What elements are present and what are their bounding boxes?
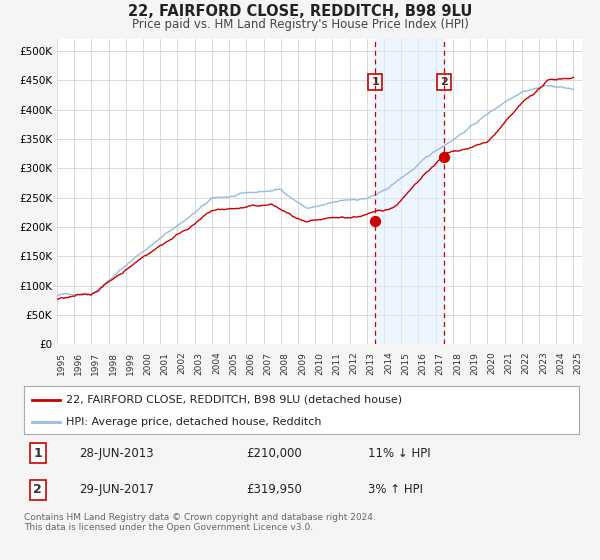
- Text: 2017: 2017: [436, 352, 445, 375]
- Text: 1: 1: [371, 77, 379, 87]
- Text: 1999: 1999: [126, 352, 135, 375]
- Text: 2023: 2023: [539, 352, 548, 375]
- Text: 2009: 2009: [298, 352, 307, 375]
- Text: 2005: 2005: [229, 352, 238, 375]
- Bar: [375, 39, 444, 344]
- Text: 2016: 2016: [418, 352, 427, 375]
- Text: 2022: 2022: [522, 352, 531, 374]
- Text: Contains HM Land Registry data © Crown copyright and database right 2024.: Contains HM Land Registry data © Crown c…: [24, 513, 376, 522]
- Text: 2015: 2015: [401, 352, 410, 375]
- Point: [370, 217, 380, 226]
- Text: 1: 1: [34, 447, 42, 460]
- Text: 2024: 2024: [556, 352, 565, 374]
- Text: 2000: 2000: [143, 352, 152, 375]
- Text: 2004: 2004: [212, 352, 221, 375]
- Text: 1998: 1998: [109, 352, 118, 375]
- Text: 2014: 2014: [384, 352, 393, 375]
- Text: 2025: 2025: [574, 352, 583, 375]
- Text: 2020: 2020: [487, 352, 496, 375]
- Text: 2: 2: [440, 77, 448, 87]
- Text: 2018: 2018: [453, 352, 462, 375]
- Text: 1996: 1996: [74, 352, 83, 375]
- Text: 2013: 2013: [367, 352, 376, 375]
- Text: 22, FAIRFORD CLOSE, REDDITCH, B98 9LU (detached house): 22, FAIRFORD CLOSE, REDDITCH, B98 9LU (d…: [65, 395, 402, 405]
- Text: 2010: 2010: [315, 352, 324, 375]
- Text: 28-JUN-2013: 28-JUN-2013: [79, 447, 154, 460]
- Text: HPI: Average price, detached house, Redditch: HPI: Average price, detached house, Redd…: [65, 417, 321, 427]
- Text: 2021: 2021: [505, 352, 514, 375]
- Point: [439, 152, 449, 161]
- Text: 2008: 2008: [281, 352, 290, 375]
- Text: 2: 2: [34, 483, 42, 496]
- Text: 2011: 2011: [332, 352, 341, 375]
- Text: 2003: 2003: [195, 352, 204, 375]
- Text: 1997: 1997: [91, 352, 100, 375]
- Text: 2002: 2002: [178, 352, 187, 375]
- Text: 11% ↓ HPI: 11% ↓ HPI: [368, 447, 431, 460]
- Text: 2012: 2012: [350, 352, 359, 375]
- Text: 2001: 2001: [160, 352, 169, 375]
- Text: 2006: 2006: [247, 352, 256, 375]
- Text: 2019: 2019: [470, 352, 479, 375]
- Text: £319,950: £319,950: [246, 483, 302, 496]
- Text: 1995: 1995: [57, 352, 66, 375]
- Text: 29-JUN-2017: 29-JUN-2017: [79, 483, 154, 496]
- Text: 22, FAIRFORD CLOSE, REDDITCH, B98 9LU: 22, FAIRFORD CLOSE, REDDITCH, B98 9LU: [128, 4, 472, 20]
- Text: £210,000: £210,000: [246, 447, 302, 460]
- Text: 2007: 2007: [263, 352, 272, 375]
- Text: 3% ↑ HPI: 3% ↑ HPI: [368, 483, 423, 496]
- Text: Price paid vs. HM Land Registry's House Price Index (HPI): Price paid vs. HM Land Registry's House …: [131, 18, 469, 31]
- Text: This data is licensed under the Open Government Licence v3.0.: This data is licensed under the Open Gov…: [24, 523, 313, 533]
